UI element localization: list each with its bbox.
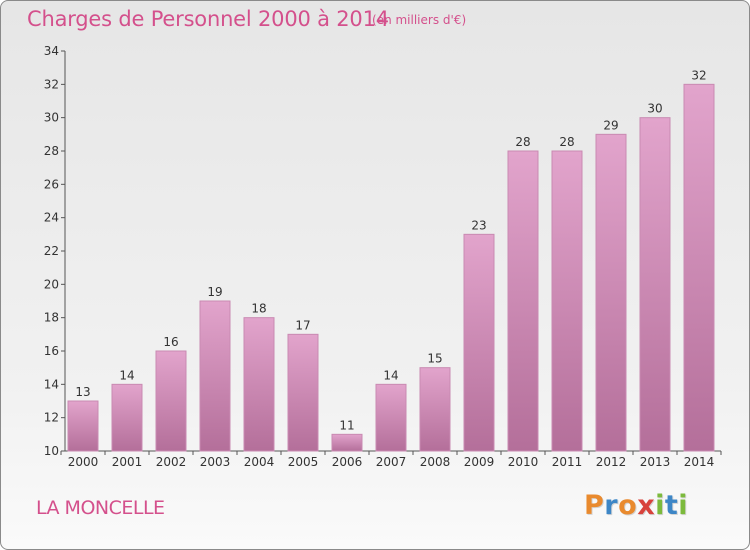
bar-2004 bbox=[243, 317, 275, 452]
y-tick-label: 26 bbox=[44, 177, 59, 191]
bar-2010 bbox=[507, 150, 539, 452]
y-tick-label: 32 bbox=[44, 77, 59, 91]
y-tick-label: 12 bbox=[44, 411, 59, 425]
x-tick-label: 2003 bbox=[200, 455, 231, 469]
x-tick-label: 2011 bbox=[552, 455, 583, 469]
x-tick-label: 2004 bbox=[244, 455, 275, 469]
x-tick-label: 2012 bbox=[596, 455, 627, 469]
y-tick-label: 22 bbox=[44, 244, 59, 258]
y-tick-label: 20 bbox=[44, 277, 59, 291]
value-label-2000: 13 bbox=[75, 385, 90, 399]
x-tick-label: 2000 bbox=[68, 455, 99, 469]
bar-2013 bbox=[639, 117, 671, 452]
y-tick-label: 10 bbox=[44, 444, 59, 458]
y-tick-label: 24 bbox=[44, 211, 59, 225]
x-tick-label: 2009 bbox=[464, 455, 495, 469]
value-label-2007: 14 bbox=[383, 368, 398, 382]
bar-2002 bbox=[155, 350, 187, 452]
x-tick-label: 2010 bbox=[508, 455, 539, 469]
chart-title: Charges de Personnel 2000 à 2014 bbox=[27, 7, 389, 31]
value-label-2003: 19 bbox=[207, 285, 222, 299]
bar-2009 bbox=[463, 233, 495, 452]
x-tick-label: 2008 bbox=[420, 455, 451, 469]
logo-letter: r bbox=[604, 490, 619, 521]
bars bbox=[67, 83, 715, 452]
axes: 10 12 14 16 18 20 22 24 26 28 30 32 34 2000 2001 2002 20… bbox=[44, 44, 722, 469]
bar-2000 bbox=[67, 400, 99, 452]
x-tick-label: 2014 bbox=[684, 455, 715, 469]
value-labels: 13 14 16 19 18 17 11 14 15 23 28 28 29 30 32 bbox=[75, 68, 706, 432]
y-tick-label: 34 bbox=[44, 44, 59, 58]
y-tick-label: 28 bbox=[44, 144, 59, 158]
value-label-2005: 17 bbox=[295, 318, 310, 332]
x-tick-label: 2002 bbox=[156, 455, 187, 469]
y-tick-label: 16 bbox=[44, 344, 59, 358]
value-label-2013: 30 bbox=[647, 102, 662, 116]
y-tick-label: 14 bbox=[44, 377, 59, 391]
bar-2014 bbox=[683, 83, 715, 452]
bar-2011 bbox=[551, 150, 583, 452]
bar-2001 bbox=[111, 383, 143, 452]
value-label-2002: 16 bbox=[163, 335, 178, 349]
x-tick-label: 2001 bbox=[112, 455, 143, 469]
proxiti-logo[interactable]: Proxiti bbox=[584, 490, 688, 521]
value-label-2011: 28 bbox=[559, 135, 574, 149]
value-label-2010: 28 bbox=[515, 135, 530, 149]
commune-name: LA MONCELLE bbox=[36, 497, 165, 519]
logo-letter: i bbox=[678, 490, 689, 521]
bar-2003 bbox=[199, 300, 231, 452]
bar-2005 bbox=[287, 333, 319, 452]
x-tick-label: 2013 bbox=[640, 455, 671, 469]
y-tick-label: 30 bbox=[44, 111, 59, 125]
value-label-2006: 11 bbox=[339, 418, 354, 432]
value-label-2008: 15 bbox=[427, 352, 442, 366]
value-label-2004: 18 bbox=[251, 302, 266, 316]
value-label-2001: 14 bbox=[119, 368, 134, 382]
bar-2008 bbox=[419, 367, 451, 452]
bar-2007 bbox=[375, 383, 407, 452]
value-label-2014: 32 bbox=[691, 68, 706, 82]
x-tick-label: 2006 bbox=[332, 455, 363, 469]
x-tick-label: 2005 bbox=[288, 455, 319, 469]
logo-letter: i bbox=[655, 490, 665, 521]
logo-letter: t bbox=[664, 490, 679, 521]
bar-2012 bbox=[595, 133, 627, 452]
x-tick-label: 2007 bbox=[376, 455, 407, 469]
value-label-2009: 23 bbox=[471, 218, 486, 232]
logo-letter: x bbox=[637, 490, 656, 521]
chart-subtitle: (en milliers d'€) bbox=[372, 13, 467, 27]
bar-2006 bbox=[331, 433, 363, 452]
value-label-2012: 29 bbox=[603, 118, 618, 132]
y-tick-label: 18 bbox=[44, 311, 59, 325]
logo-letter: o bbox=[618, 490, 638, 521]
logo-letter: P bbox=[584, 490, 605, 521]
